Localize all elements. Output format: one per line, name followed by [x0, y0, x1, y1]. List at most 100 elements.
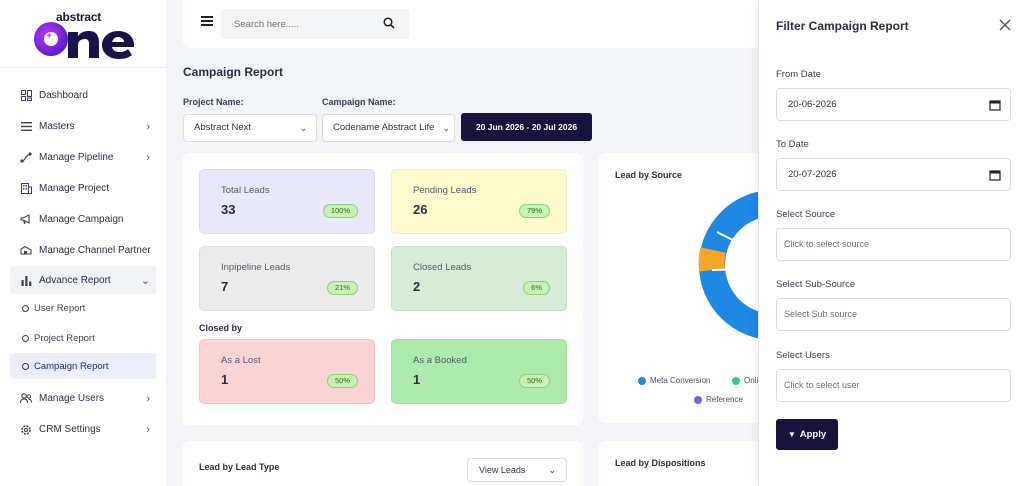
project-select-value: Abstract Next — [194, 122, 252, 133]
stat-label: Total Leads — [221, 185, 270, 196]
filter-panel: Filter Campaign Report From Date 20-06-2… — [758, 0, 1024, 486]
calendar-icon[interactable] — [989, 169, 1001, 181]
sidebar-item-masters[interactable]: Masters › — [0, 111, 166, 142]
stat-total-leads[interactable]: Total Leads 33 100% — [199, 169, 375, 234]
legend-swatch — [694, 395, 702, 404]
lead-stats-card: Total Leads 33 100% Pending Leads 26 79%… — [183, 153, 583, 425]
campaign-select[interactable]: Codename Abstract Life ⌄ — [322, 114, 455, 142]
view-leads-label: View Leads — [479, 465, 526, 475]
legend-swatch — [732, 376, 740, 385]
menu-icon[interactable] — [201, 16, 213, 26]
page-title: Campaign Report — [183, 65, 284, 79]
sidebar-item-label: Manage Channel Partner — [39, 245, 151, 256]
sidebar-item-manage-users[interactable]: Manage Users › — [0, 383, 166, 414]
logo-ne-wordmark — [68, 31, 134, 59]
list-icon — [20, 121, 32, 133]
stat-value: 1 — [413, 372, 421, 387]
view-leads-select[interactable]: View Leads ⌄ — [467, 458, 567, 482]
sidebar-item-manage-project[interactable]: Manage Project — [0, 173, 166, 204]
stat-as-booked[interactable]: As a Booked 1 50% — [391, 339, 567, 404]
lead-source-donut-chart[interactable] — [599, 153, 769, 373]
donut-gap — [711, 268, 750, 271]
to-date-field[interactable]: 20-07-2026 — [776, 158, 1011, 191]
sidebar-subitem-user-report[interactable]: User Report — [0, 294, 166, 324]
select-sub-source-field[interactable]: Select Sub source — [776, 298, 1011, 331]
gear-icon — [20, 424, 32, 436]
sidebar-item-manage-channel-partner[interactable]: Manage Channel Partner — [0, 235, 166, 266]
project-select[interactable]: Abstract Next ⌄ — [183, 114, 317, 142]
stat-label: As a Booked — [413, 355, 467, 366]
circle-icon — [22, 305, 29, 313]
legend-item-online[interactable]: Onli — [732, 376, 758, 385]
chevron-right-icon: › — [146, 423, 150, 436]
sidebar-item-label: Advance Report — [39, 274, 111, 286]
stat-percent-badge: 21% — [326, 281, 358, 295]
chevron-right-icon: › — [146, 392, 150, 405]
legend-label: Reference — [706, 395, 743, 404]
users-icon — [20, 393, 32, 405]
stat-pending-leads[interactable]: Pending Leads 26 79% — [391, 169, 567, 234]
sidebar-item-crm-settings[interactable]: CRM Settings › — [0, 414, 166, 445]
legend-item-reference[interactable]: Reference — [694, 395, 743, 404]
select-users-field[interactable]: Click to select user — [776, 369, 1011, 402]
lead-by-source-title: Lead by Source — [615, 170, 683, 180]
search-icon[interactable] — [383, 17, 395, 29]
sidebar-item-dashboard[interactable]: Dashboard — [0, 80, 166, 111]
stat-value: 7 — [221, 279, 229, 294]
sidebar-subitem-campaign-report[interactable]: Campaign Report — [10, 353, 156, 379]
stat-value: 33 — [221, 202, 236, 217]
search-input[interactable] — [221, 9, 371, 39]
lead-by-lead-type-title: Lead by Lead Type — [199, 462, 280, 472]
sidebar-item-advance-report[interactable]: Advance Report ⌄ — [10, 266, 156, 294]
logo-o-shape — [34, 22, 68, 56]
stat-percent-badge: 50% — [326, 374, 358, 388]
bar-chart-icon — [20, 274, 32, 286]
building-icon — [20, 183, 32, 195]
stat-label: Closed Leads — [413, 262, 472, 273]
chevron-down-icon: ⌄ — [441, 115, 450, 141]
legend-label: Meta Conversion — [650, 376, 711, 385]
closed-by-heading: Closed by — [199, 323, 243, 333]
apply-button[interactable]: ▼ Apply — [776, 419, 838, 450]
lead-by-dispositions-card: Lead by Dispositions — [599, 441, 769, 486]
search-box — [221, 9, 409, 39]
donut-segment-orange[interactable] — [698, 247, 726, 272]
date-range-button[interactable]: 20 Jun 2026 - 20 Jul 2026 — [461, 113, 592, 141]
sidebar-item-manage-campaign[interactable]: Manage Campaign — [0, 204, 166, 235]
circle-icon — [22, 362, 29, 370]
megaphone-icon — [20, 214, 32, 226]
brand-logo[interactable]: abstract ✦ — [0, 0, 166, 68]
to-date-value: 20-07-2026 — [788, 169, 837, 180]
legend-item-meta-conversion[interactable]: Meta Conversion — [638, 376, 710, 385]
lead-by-source-card: Lead by Source Meta Conversion Onli Refe… — [599, 153, 769, 423]
stat-as-lost[interactable]: As a Lost 1 50% — [199, 339, 375, 404]
select-source-field[interactable]: Click to select source — [776, 228, 1011, 261]
circle-icon — [22, 334, 29, 342]
sidebar-subitem-project-report[interactable]: Project Report — [0, 324, 166, 354]
campaign-select-value: Codename Abstract Life — [333, 122, 435, 133]
select-sub-source-label: Select Sub-Source — [776, 279, 856, 290]
sparkle-icon: ✦ — [45, 31, 54, 42]
close-icon[interactable] — [999, 19, 1011, 31]
filter-icon: ▼ — [787, 430, 796, 439]
stat-inpipeline-leads[interactable]: Inpipeline Leads 7 21% — [199, 246, 375, 311]
from-date-value: 20-06-2026 — [788, 99, 837, 110]
from-date-label: From Date — [776, 69, 821, 80]
pipeline-icon — [20, 152, 32, 164]
stat-closed-leads[interactable]: Closed Leads 2 6% — [391, 246, 567, 311]
sidebar-item-label: CRM Settings — [39, 424, 101, 435]
chevron-right-icon: › — [146, 120, 150, 133]
sidebar-subitem-label: Campaign Report — [34, 360, 109, 372]
sidebar-nav: Dashboard Masters › Manage Pipeline › Ma… — [0, 68, 166, 445]
brand-top-text: abstract — [56, 10, 102, 24]
stat-percent-badge: 50% — [518, 374, 550, 388]
filter-panel-title: Filter Campaign Report — [776, 19, 909, 33]
sidebar-item-label: Manage Campaign — [39, 214, 124, 225]
campaign-name-label: Campaign Name: — [322, 97, 396, 107]
sidebar: abstract ✦ Dashboard Masters › Manage Pi… — [0, 0, 167, 486]
chevron-down-icon: ⌄ — [299, 123, 307, 133]
calendar-icon[interactable] — [989, 99, 1001, 111]
sidebar-item-manage-pipeline[interactable]: Manage Pipeline › — [0, 142, 166, 173]
from-date-field[interactable]: 20-06-2026 — [776, 88, 1011, 121]
stat-percent-badge: 79% — [518, 204, 550, 218]
